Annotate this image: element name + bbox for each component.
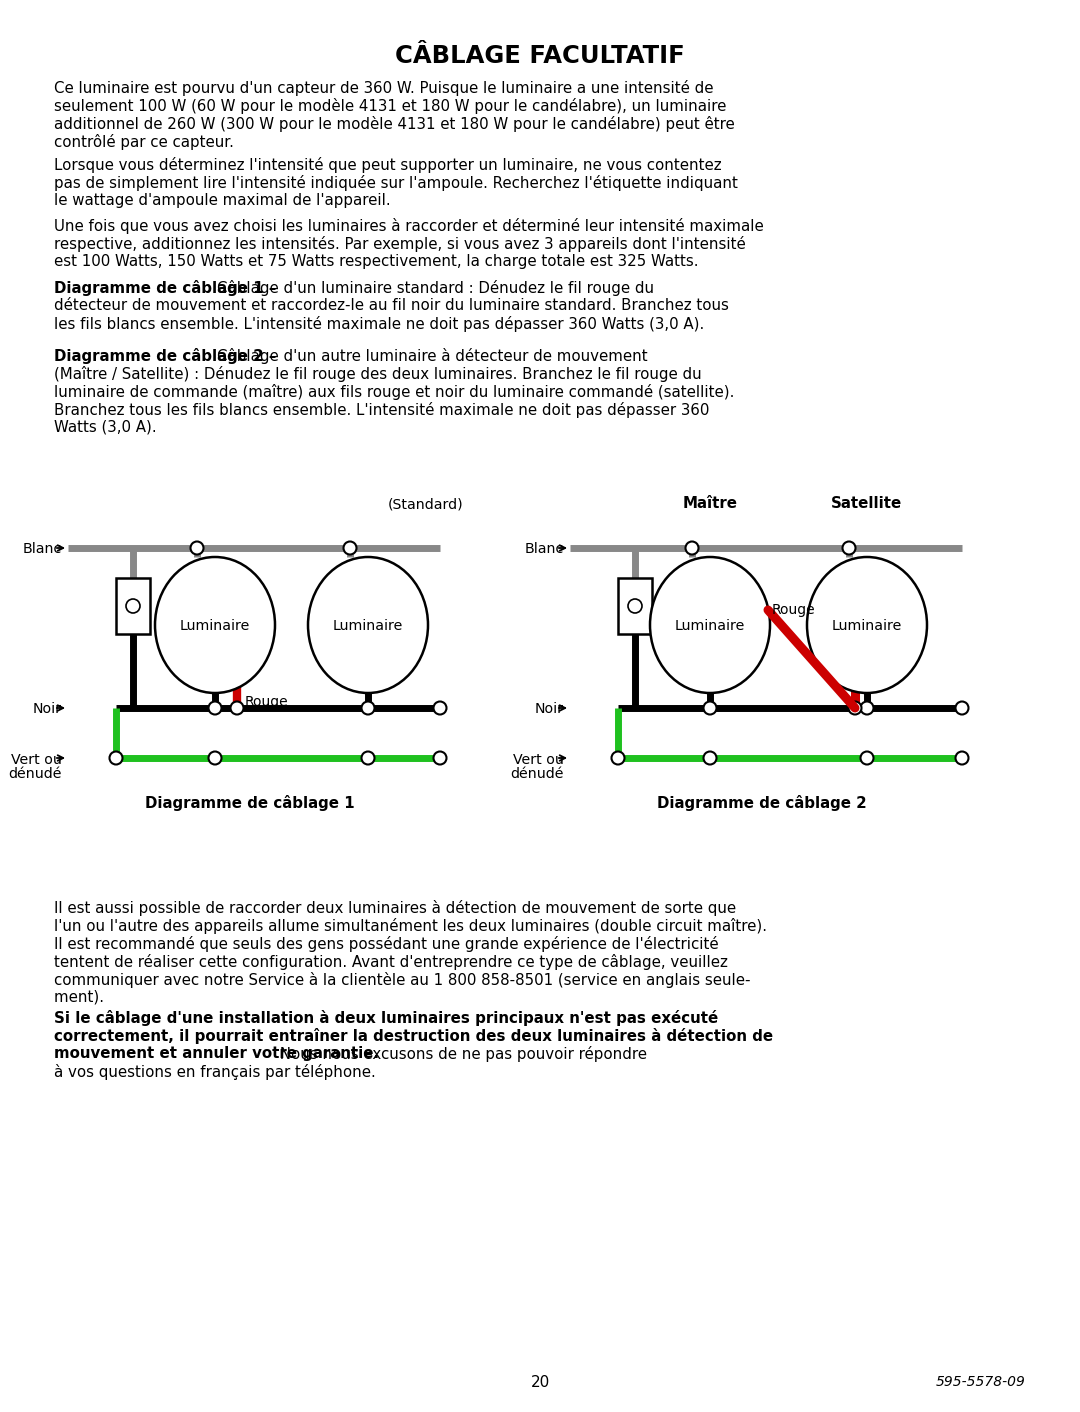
Circle shape [109,751,122,764]
Circle shape [362,702,375,714]
Text: Maître: Maître [683,496,738,511]
Text: (Standard): (Standard) [388,498,463,513]
Text: Si le câblage d'une installation à deux luminaires principaux n'est pas exécuté: Si le câblage d'une installation à deux … [54,1010,718,1027]
Text: le wattage d'ampoule maximal de l'appareil.: le wattage d'ampoule maximal de l'appare… [54,193,391,208]
Text: Lorsque vous déterminez l'intensité que peut supporter un luminaire, ne vous con: Lorsque vous déterminez l'intensité que … [54,157,721,174]
Text: Blanc: Blanc [23,542,62,556]
Text: dénudé: dénudé [9,767,62,781]
Text: Vert ou: Vert ou [11,753,62,767]
Text: Il est aussi possible de raccorder deux luminaires à détection de mouvement de s: Il est aussi possible de raccorder deux … [54,899,737,916]
Text: Noir: Noir [535,702,564,716]
Text: Diagramme de câblage 1 –: Diagramme de câblage 1 – [54,280,282,297]
Text: Luminaire: Luminaire [675,618,745,633]
Text: l'un ou l'autre des appareils allume simultanément les deux luminaires (double c: l'un ou l'autre des appareils allume sim… [54,918,767,933]
Text: Rouge: Rouge [245,695,288,709]
Circle shape [611,751,624,764]
Text: contrôlé par ce capteur.: contrôlé par ce capteur. [54,134,234,150]
Text: est 100 Watts, 150 Watts et 75 Watts respectivement, la charge totale est 325 Wa: est 100 Watts, 150 Watts et 75 Watts res… [54,254,699,270]
Text: pas de simplement lire l'intensité indiquée sur l'ampoule. Recherchez l'étiquett: pas de simplement lire l'intensité indiq… [54,175,738,191]
Text: Luminaire: Luminaire [333,618,403,633]
Circle shape [433,751,446,764]
Text: ment).: ment). [54,990,109,1005]
Text: Câblage d'un luminaire standard : Dénudez le fil rouge du: Câblage d'un luminaire standard : Dénude… [217,280,654,297]
Text: 595-5578-09: 595-5578-09 [936,1375,1026,1389]
Ellipse shape [650,556,770,693]
Text: seulement 100 W (60 W pour le modèle 4131 et 180 W pour le candélabre), un lumin: seulement 100 W (60 W pour le modèle 413… [54,97,727,114]
Text: Luminaire: Luminaire [832,618,902,633]
Ellipse shape [308,556,428,693]
Text: Il est recommandé que seuls des gens possédant une grande expérience de l'électr: Il est recommandé que seuls des gens pos… [54,936,718,952]
Circle shape [190,541,203,555]
Text: Branchez tous les fils blancs ensemble. L'intensité maximale ne doit pas dépasse: Branchez tous les fils blancs ensemble. … [54,402,710,418]
Bar [116,578,150,634]
Text: Diagramme de câblage 2: Diagramme de câblage 2 [658,795,867,810]
Circle shape [956,702,969,714]
Ellipse shape [156,556,275,693]
Text: Ce luminaire est pourvu d'un capteur de 360 W. Puisque le luminaire a une intens: Ce luminaire est pourvu d'un capteur de … [54,80,714,96]
Text: Diagramme de câblage 1: Diagramme de câblage 1 [145,795,355,810]
Text: dénudé: dénudé [511,767,564,781]
Text: Rouge: Rouge [772,603,815,617]
Text: correctement, il pourrait entraîner la destruction des deux luminaires à détecti: correctement, il pourrait entraîner la d… [54,1028,773,1043]
Text: Vert ou: Vert ou [513,753,564,767]
Circle shape [842,541,855,555]
Circle shape [627,599,642,613]
Text: Diagramme de câblage 2 –: Diagramme de câblage 2 – [54,347,282,364]
Circle shape [126,599,140,613]
Text: 20: 20 [530,1375,550,1389]
Circle shape [849,702,862,714]
Text: additionnel de 260 W (300 W pour le modèle 4131 et 180 W pour le candélabre) peu: additionnel de 260 W (300 W pour le modè… [54,116,734,131]
Text: (Maître / Satellite) : Dénudez le fil rouge des deux luminaires. Branchez le fil: (Maître / Satellite) : Dénudez le fil ro… [54,366,702,383]
Ellipse shape [807,556,927,693]
Text: Watts (3,0 A).: Watts (3,0 A). [54,419,157,435]
Text: détecteur de mouvement et raccordez-le au fil noir du luminaire standard. Branch: détecteur de mouvement et raccordez-le a… [54,298,729,313]
Text: tentent de réaliser cette configuration. Avant d'entreprendre ce type de câblage: tentent de réaliser cette configuration.… [54,955,728,970]
Circle shape [703,751,716,764]
Text: mouvement et annuler votre garantie.: mouvement et annuler votre garantie. [54,1046,379,1060]
Text: Une fois que vous avez choisi les luminaires à raccorder et déterminé leur inten: Une fois que vous avez choisi les lumina… [54,217,764,234]
Circle shape [433,702,446,714]
Text: luminaire de commande (maître) aux fils rouge et noir du luminaire commandé (sat: luminaire de commande (maître) aux fils … [54,384,734,400]
Circle shape [686,541,699,555]
Text: CÂBLAGE FACULTATIF: CÂBLAGE FACULTATIF [395,44,685,68]
Circle shape [861,751,874,764]
Text: Satellite: Satellite [832,496,903,511]
Circle shape [861,702,874,714]
Text: Nous nous excusons de ne pas pouvoir répondre: Nous nous excusons de ne pas pouvoir rép… [275,1046,647,1062]
Text: Câblage d'un autre luminaire à détecteur de mouvement: Câblage d'un autre luminaire à détecteur… [217,347,648,364]
Text: respective, additionnez les intensités. Par exemple, si vous avez 3 appareils do: respective, additionnez les intensités. … [54,236,746,251]
Text: Luminaire: Luminaire [179,618,251,633]
Text: Noir: Noir [33,702,62,716]
Text: à vos questions en français par téléphone.: à vos questions en français par téléphon… [54,1065,376,1080]
Text: communiquer avec notre Service à la clientèle au 1 800 858-8501 (service en angl: communiquer avec notre Service à la clie… [54,971,751,988]
Circle shape [703,702,716,714]
Circle shape [230,702,243,714]
Circle shape [208,751,221,764]
Text: les fils blancs ensemble. L'intensité maximale ne doit pas dépasser 360 Watts (3: les fils blancs ensemble. L'intensité ma… [54,316,704,332]
Text: Blanc: Blanc [525,542,564,556]
Circle shape [208,702,221,714]
Bar [618,578,652,634]
Circle shape [343,541,356,555]
Circle shape [362,751,375,764]
Circle shape [956,751,969,764]
